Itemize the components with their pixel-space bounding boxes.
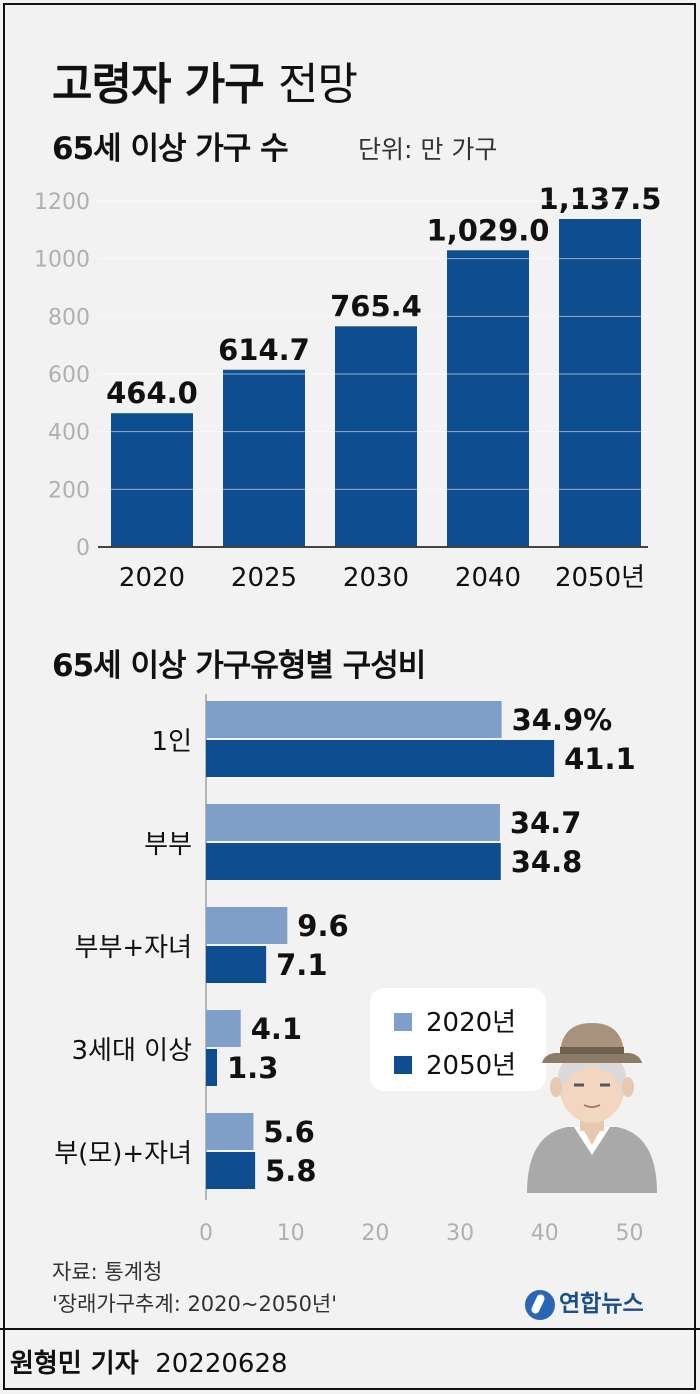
- logo-icon: [525, 1289, 555, 1320]
- bar-value-label: 1,029.0: [427, 213, 550, 247]
- bar-value-label: 1,137.5: [539, 182, 662, 216]
- x-tick-label: 30: [446, 1221, 474, 1246]
- x-tick-label: 40: [531, 1221, 559, 1246]
- bar-value-label: 34.9%: [512, 703, 613, 737]
- page-title: 고령자 가구 전망: [52, 48, 358, 112]
- bottom-chart-subtitle: 65세 이상 가구유형별 구성비: [52, 648, 426, 684]
- category-label: 부(모)+자녀: [54, 1139, 192, 1169]
- bar-2050: [206, 1049, 218, 1086]
- bar-value-label: 41.1: [564, 742, 636, 776]
- legend: 2020년 2050년: [370, 988, 546, 1091]
- bar: [335, 326, 417, 547]
- bar-2020: [206, 907, 288, 944]
- bar-2050: [206, 740, 555, 777]
- y-tick-label: 400: [48, 421, 90, 446]
- x-tick-label: 2030: [343, 563, 409, 593]
- category-label: 1인: [152, 727, 192, 757]
- reporter-name: 원형민 기자: [10, 1349, 139, 1379]
- legend-item-2020: 2020년: [394, 1002, 516, 1039]
- news-logo: 연합뉴스: [525, 1284, 644, 1320]
- x-tick-label: 50: [616, 1221, 644, 1246]
- category-label: 부부+자녀: [75, 933, 192, 963]
- bar-2020: [206, 701, 502, 738]
- x-tick-label: 20: [361, 1221, 389, 1246]
- legend-item-2050: 2050년: [394, 1045, 516, 1082]
- bar-2050: [206, 946, 267, 983]
- top-chart-subtitle: 65세 이상 가구 수: [52, 131, 289, 167]
- legend-label-2020: 2020년: [426, 1008, 517, 1038]
- footer-divider: [0, 1328, 700, 1330]
- footer: 원형민 기자 20220628: [10, 1343, 288, 1380]
- logo-text: 연합뉴스: [559, 1291, 644, 1317]
- bar-value-label: 614.7: [218, 333, 310, 367]
- publish-date: 20220628: [155, 1349, 288, 1379]
- category-label: 3세대 이상: [72, 1036, 193, 1066]
- title-light: 전망: [278, 59, 358, 110]
- bar-value-label: 34.7: [510, 806, 582, 840]
- bar-value-label: 464.0: [106, 376, 198, 410]
- bar-2020: [206, 1113, 254, 1150]
- bar: [223, 369, 305, 547]
- x-tick-label: 2025: [231, 563, 297, 593]
- bar-2050: [206, 1152, 256, 1189]
- source-note: 자료: 통계청 '장래가구추계: 2020~2050년': [52, 1256, 337, 1320]
- y-tick-label: 1000: [34, 248, 90, 273]
- y-tick-label: 1200: [34, 190, 90, 215]
- bar-value-label: 5.8: [265, 1154, 316, 1188]
- x-tick-label: 2050년: [555, 563, 645, 593]
- x-tick-label: 2040: [455, 563, 521, 593]
- bar: [559, 219, 641, 548]
- bar-value-label: 4.1: [251, 1012, 302, 1046]
- source-line-1: 자료: 통계청: [52, 1260, 163, 1284]
- bar-2020: [206, 1010, 241, 1047]
- title-bold: 고령자 가구: [52, 59, 265, 110]
- bar-value-label: 34.8: [511, 845, 583, 879]
- bar-value-label: 9.6: [297, 909, 348, 943]
- y-tick-label: 600: [48, 363, 90, 388]
- y-tick-label: 0: [76, 536, 90, 561]
- legend-swatch-2050: [394, 1055, 412, 1074]
- x-tick-label: 2020: [119, 563, 185, 593]
- x-tick-label: 10: [277, 1221, 305, 1246]
- bar-value-label: 1.3: [227, 1051, 278, 1085]
- bar: [447, 250, 529, 547]
- bar: [111, 413, 193, 547]
- category-label: 부부: [144, 830, 192, 860]
- bar-2050: [206, 843, 501, 880]
- bar-2020: [206, 804, 500, 841]
- bar-value-label: 7.1: [276, 948, 327, 982]
- top-chart-unit: 단위: 만 가구: [358, 135, 498, 164]
- y-tick-label: 800: [48, 305, 90, 330]
- source-line-2: '장래가구추계: 2020~2050년': [52, 1292, 338, 1316]
- legend-swatch-2020: [394, 1012, 412, 1031]
- bar-value-label: 5.6: [263, 1115, 314, 1149]
- border-frame: [3, 3, 696, 1390]
- bar-value-label: 765.4: [330, 289, 422, 323]
- x-tick-label: 0: [199, 1221, 213, 1246]
- legend-label-2050: 2050년: [426, 1051, 517, 1081]
- y-tick-label: 200: [48, 478, 90, 503]
